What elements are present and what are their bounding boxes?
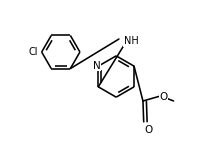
Text: N: N bbox=[93, 61, 101, 71]
Text: O: O bbox=[144, 125, 152, 135]
Text: NH: NH bbox=[124, 36, 139, 46]
Text: O: O bbox=[159, 92, 168, 102]
Text: Cl: Cl bbox=[29, 47, 38, 57]
